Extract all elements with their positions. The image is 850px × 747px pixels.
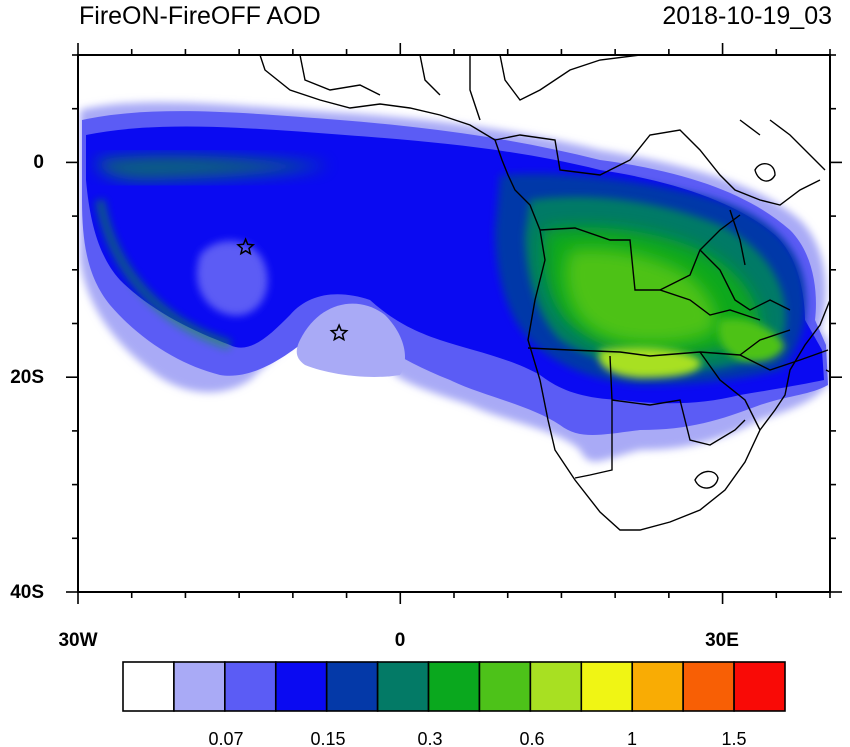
- border-zimbabwe-mozambique: [699, 329, 791, 431]
- star-marker-ascension: [236, 237, 256, 256]
- x-tick-label-30e: 30E: [705, 630, 739, 651]
- figure-timestamp: 2018-10-19_03: [662, 2, 832, 30]
- colorbar-box-1: [173, 661, 226, 712]
- aod-hotspot-east: [718, 318, 785, 362]
- aod-plume-green-streak: [95, 155, 330, 181]
- colorbar-label-1: 1: [627, 729, 637, 747]
- colorbar-box-10: [631, 661, 684, 712]
- aod-field: [78, 55, 830, 592]
- africa-north-coast: [499, 55, 641, 101]
- border-central-africa: [494, 129, 821, 206]
- lesotho-outline: [694, 470, 719, 489]
- colorbar-box-6: [427, 661, 481, 712]
- figure-title: FireON-FireOFF AOD: [79, 2, 321, 30]
- x-tick-label-30w: 30W: [58, 630, 97, 651]
- y-axis-labels: 0 20S 40S: [10, 152, 44, 603]
- lake-victoria: [754, 163, 776, 182]
- y-tick-label-20s: 20S: [10, 367, 44, 388]
- x-tick-label-0: 0: [395, 630, 406, 651]
- colorbar-label-0-07: 0.07: [208, 729, 243, 747]
- colorbar-box-12: [733, 661, 786, 712]
- colorbar: [122, 661, 786, 712]
- colorbar-box-8: [529, 661, 583, 712]
- border-botswana: [611, 399, 746, 446]
- x-axis-labels: 30W 0 30E: [58, 630, 738, 651]
- aod-level-lightgreen: [565, 248, 716, 344]
- y-tick-label-0: 0: [33, 152, 44, 173]
- colorbar-box-0: [122, 661, 175, 712]
- colorbar-box-11: [682, 661, 735, 712]
- aod-level-yellowgreen: [599, 347, 701, 378]
- colorbar-box-7: [478, 661, 532, 712]
- border-namibia-southafrica: [574, 355, 613, 479]
- colorbar-label-0-6: 0.6: [519, 729, 544, 747]
- station-markers: [236, 237, 349, 342]
- colorbar-labels: 0.07 0.15 0.3 0.6 1 1.5: [208, 729, 746, 747]
- border-east-africa: [739, 119, 826, 171]
- aod-plume-green-arc: [95, 199, 232, 350]
- star-marker-st-helena: [329, 323, 349, 342]
- y-tick-label-40s: 40S: [10, 582, 44, 603]
- coastlines-and-borders: [259, 55, 830, 531]
- colorbar-label-0-3: 0.3: [417, 729, 442, 747]
- africa-coastline: [259, 55, 830, 531]
- tick-marks: [66, 43, 842, 604]
- colorbar-label-1-5: 1.5: [721, 729, 746, 747]
- colorbar-box-5: [376, 661, 430, 712]
- aod-clean-patch-st-helena: [296, 303, 405, 377]
- aod-clean-patch-ascension: [196, 241, 268, 316]
- colorbar-box-4: [325, 661, 379, 712]
- lake-tanganyika: [729, 209, 746, 266]
- colorbar-box-3: [274, 661, 328, 712]
- border-drc-angola: [539, 227, 761, 321]
- colorbar-label-0-15: 0.15: [310, 729, 345, 747]
- border-west-africa: [299, 55, 481, 121]
- colorbar-box-2: [224, 661, 277, 712]
- border-tanzania-zambia: [659, 214, 791, 311]
- colorbar-box-9: [580, 661, 634, 712]
